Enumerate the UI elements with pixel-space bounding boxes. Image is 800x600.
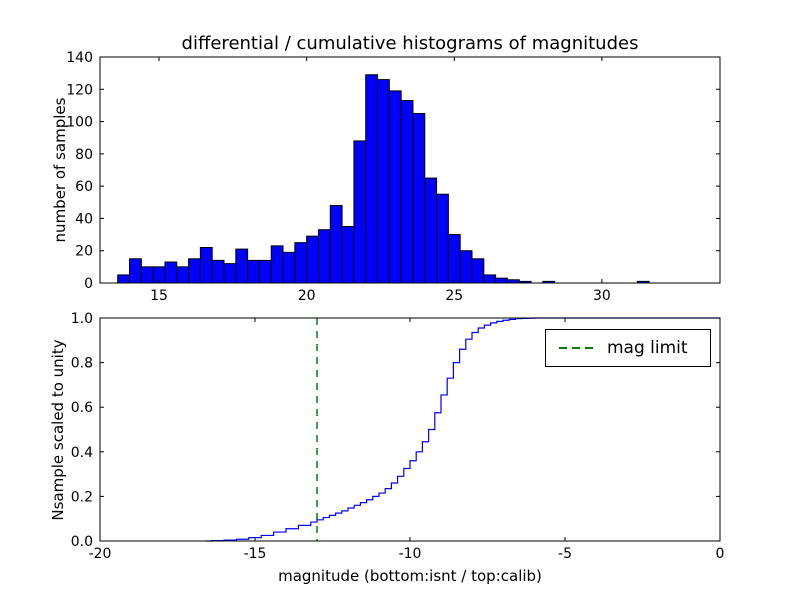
top-y-tick-label: 100 xyxy=(66,115,93,131)
histogram-bar xyxy=(306,235,319,284)
histogram-bar xyxy=(459,250,473,284)
histogram-bar xyxy=(317,229,331,284)
bottom-xlabel: magnitude (bottom:isnt / top:calib) xyxy=(278,567,542,585)
histogram-bar xyxy=(483,274,497,284)
top-y-tick-label: 0 xyxy=(84,276,93,292)
top-y-tick-label: 40 xyxy=(75,211,93,227)
bottom-y-tick-label: 0.8 xyxy=(71,356,93,372)
top-x-tick-label: 20 xyxy=(298,288,316,304)
bottom-y-tick-label: 1.0 xyxy=(71,311,93,327)
legend: mag limit xyxy=(545,329,711,367)
bottom-x-tick-label: -5 xyxy=(558,546,572,562)
histogram-bar xyxy=(353,140,367,284)
histogram-bar xyxy=(447,234,461,284)
histogram-bar xyxy=(412,113,426,284)
histogram-bar xyxy=(329,205,343,284)
histogram-bar xyxy=(270,245,284,284)
histogram-bar xyxy=(176,266,190,284)
histogram-bar xyxy=(188,258,201,284)
bottom-x-tick-label: -10 xyxy=(399,546,422,562)
cumulative-step-line xyxy=(205,317,720,542)
histogram-bar xyxy=(294,242,308,284)
histogram-bar xyxy=(235,248,249,284)
bottom-x-tick-label: 0 xyxy=(716,546,725,562)
bottom-y-tick-label: 0.4 xyxy=(71,445,93,461)
top-x-tick-label: 30 xyxy=(593,288,611,304)
histogram-bar xyxy=(247,259,260,284)
histogram-bar xyxy=(117,274,131,284)
bottom-y-tick-label: 0.2 xyxy=(71,489,93,505)
bottom-y-tick-label: 0.0 xyxy=(71,534,93,550)
histogram-bar xyxy=(199,246,213,284)
top-y-tick-label: 60 xyxy=(75,179,93,195)
bottom-ylabel: Nsample scaled to unity xyxy=(49,339,67,521)
histogram-bar xyxy=(400,100,414,284)
top-x-tick-label: 25 xyxy=(445,288,463,304)
legend-label: mag limit xyxy=(607,338,688,358)
histogram-bar xyxy=(258,259,272,284)
top-y-tick-label: 80 xyxy=(75,147,93,163)
top-y-tick-label: 120 xyxy=(66,82,93,98)
histogram-bar xyxy=(164,261,178,284)
histogram-bar xyxy=(424,177,438,284)
top-y-tick-label: 20 xyxy=(75,244,93,260)
histogram-bar xyxy=(365,74,379,284)
top-ylabel: number of samples xyxy=(51,97,69,243)
histogram-bar xyxy=(388,90,402,284)
histogram-bar xyxy=(140,266,154,284)
top-y-tick-label: 140 xyxy=(66,50,93,66)
histogram-bar xyxy=(341,226,355,284)
bottom-x-tick-label: -15 xyxy=(244,546,267,562)
histogram-bar xyxy=(495,277,508,284)
top-x-tick-label: 15 xyxy=(150,288,168,304)
legend-dashed-line-icon xyxy=(559,347,595,349)
bottom-x-tick-label: -20 xyxy=(89,546,112,562)
histogram-bar xyxy=(223,263,237,284)
histogram-bar xyxy=(282,251,296,284)
histogram-bar xyxy=(377,79,390,284)
histogram-bar xyxy=(211,259,225,284)
bottom-axes-frame xyxy=(99,317,721,542)
bottom-y-tick-label: 0.6 xyxy=(71,400,93,416)
histogram-bar xyxy=(129,258,142,284)
histogram-bar xyxy=(436,193,449,284)
top-axes-frame xyxy=(99,56,721,284)
chart-title: differential / cumulative histograms of … xyxy=(181,33,639,54)
histogram-bar xyxy=(471,258,485,284)
